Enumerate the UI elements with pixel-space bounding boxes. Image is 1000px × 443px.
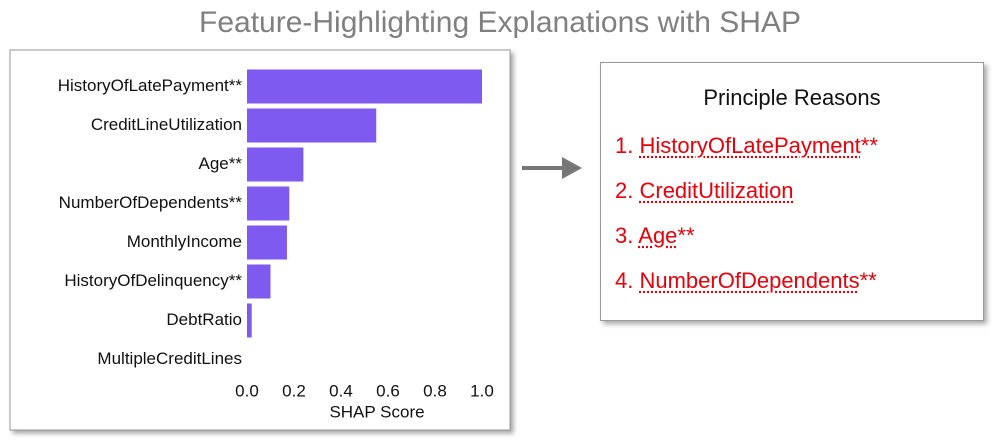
y-tick-label: MonthlyIncome bbox=[127, 232, 242, 251]
reason-name: NumberOfDependents bbox=[639, 268, 860, 293]
y-tick-label: NumberOfDependents** bbox=[59, 193, 243, 212]
reason-suffix: ** bbox=[859, 268, 877, 293]
reason-item: 3. Age** bbox=[615, 223, 695, 249]
bar bbox=[247, 303, 252, 338]
reason-number: 3. bbox=[615, 223, 634, 248]
reason-number: 1. bbox=[615, 133, 634, 158]
reason-name: Age bbox=[638, 223, 678, 248]
arrow-head bbox=[562, 157, 582, 179]
x-tick-label: 0.2 bbox=[282, 381, 306, 400]
reason-number: 4. bbox=[615, 268, 634, 293]
reason-suffix: ** bbox=[860, 133, 878, 158]
y-tick-label: DebtRatio bbox=[166, 310, 242, 329]
bar-chart: SHAP Score 0.0 0.2 0.4 0.6 0.8 1.0 HistoryOfLa… bbox=[58, 69, 494, 421]
y-tick-label: HistoryOfDelinquency** bbox=[64, 271, 242, 290]
y-tick-label: Age** bbox=[199, 154, 243, 173]
reason-item: 1. HistoryOfLatePayment** bbox=[615, 133, 878, 159]
reason-number: 2. bbox=[615, 178, 634, 203]
reason-name: HistoryOfLatePayment bbox=[639, 133, 861, 158]
reason-item: 4. NumberOfDependents** bbox=[615, 268, 877, 294]
bar bbox=[247, 108, 377, 143]
x-tick-label: 0.8 bbox=[423, 381, 447, 400]
reasons-panel: Principle Reasons 1. HistoryOfLatePaymen… bbox=[600, 62, 984, 321]
reason-suffix: ** bbox=[677, 223, 695, 248]
bar bbox=[247, 264, 271, 299]
reason-name: CreditUtilization bbox=[639, 178, 794, 203]
bar bbox=[247, 147, 304, 182]
figure-title: Feature-Highlighting Explanations with S… bbox=[199, 6, 801, 39]
x-tick-label: 0.4 bbox=[329, 381, 353, 400]
y-tick-label: HistoryOfLatePayment** bbox=[58, 76, 243, 95]
y-tick-label: CreditLineUtilization bbox=[91, 115, 242, 134]
y-tick-label: MultipleCreditLines bbox=[97, 349, 242, 368]
x-tick-label: 0.6 bbox=[376, 381, 400, 400]
x-axis-label: SHAP Score bbox=[329, 402, 424, 421]
bar bbox=[247, 225, 287, 260]
reasons-title: Principle Reasons bbox=[703, 85, 881, 110]
reason-item: 2. CreditUtilization bbox=[615, 178, 794, 204]
bar bbox=[247, 186, 290, 221]
bar bbox=[247, 69, 482, 104]
x-tick-label: 1.0 bbox=[470, 381, 494, 400]
x-tick-label: 0.0 bbox=[235, 381, 259, 400]
